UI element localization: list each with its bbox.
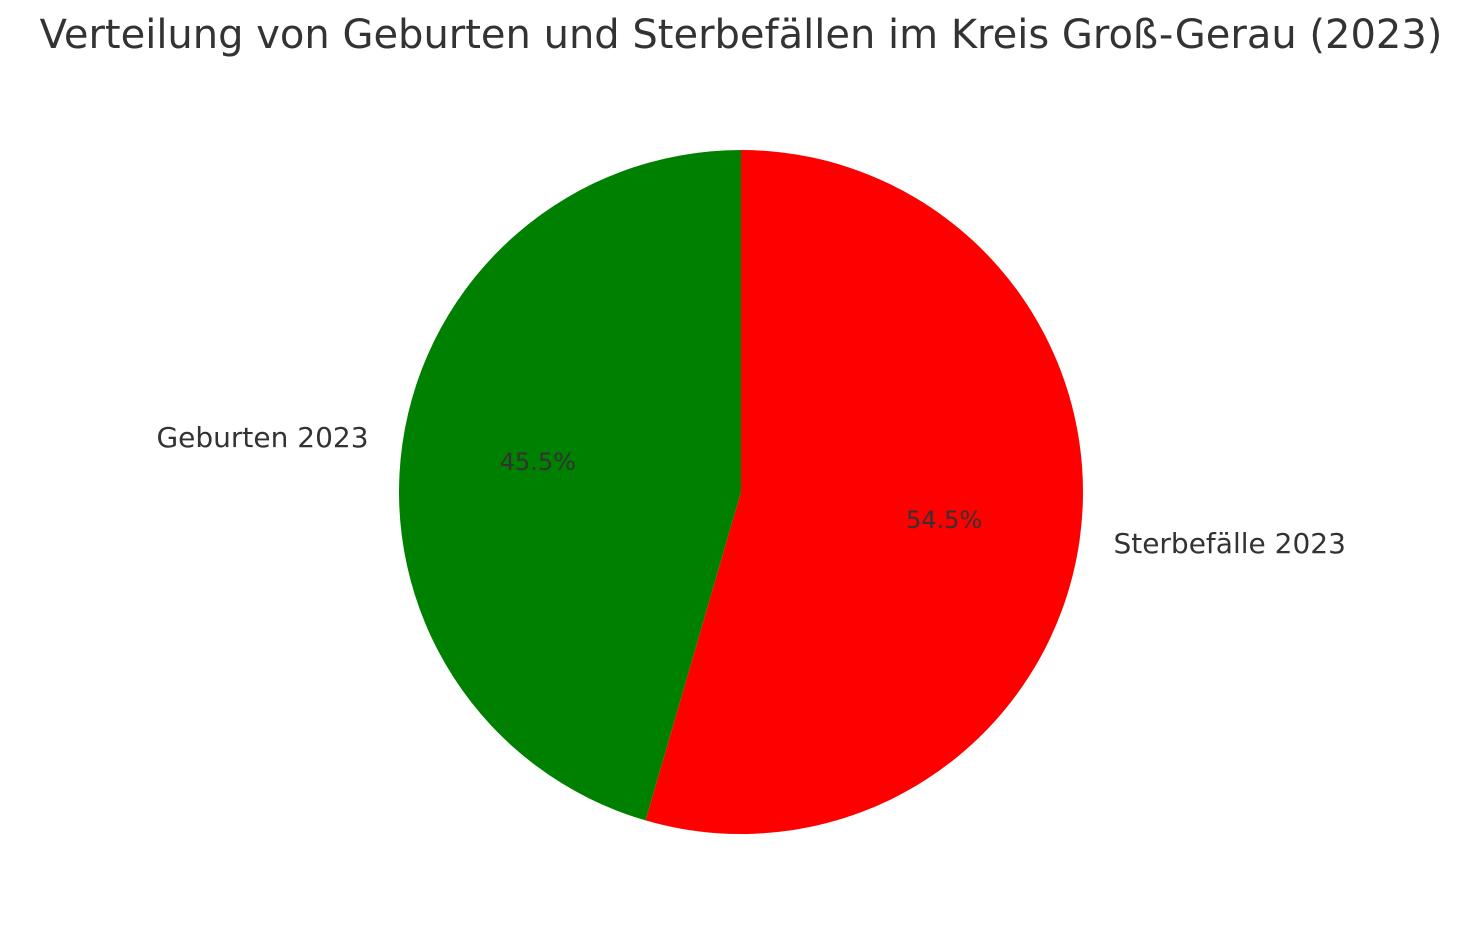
slice-label: Sterbefälle 2023 [1113,527,1345,560]
chart-title: Verteilung von Geburten und Sterbefällen… [40,12,1443,58]
pie-slice [645,150,1084,834]
pie-slice [399,150,741,821]
slice-label: Geburten 2023 [156,421,368,454]
value-label: 54.5% [906,506,982,534]
value-label: 45.5% [500,448,576,476]
